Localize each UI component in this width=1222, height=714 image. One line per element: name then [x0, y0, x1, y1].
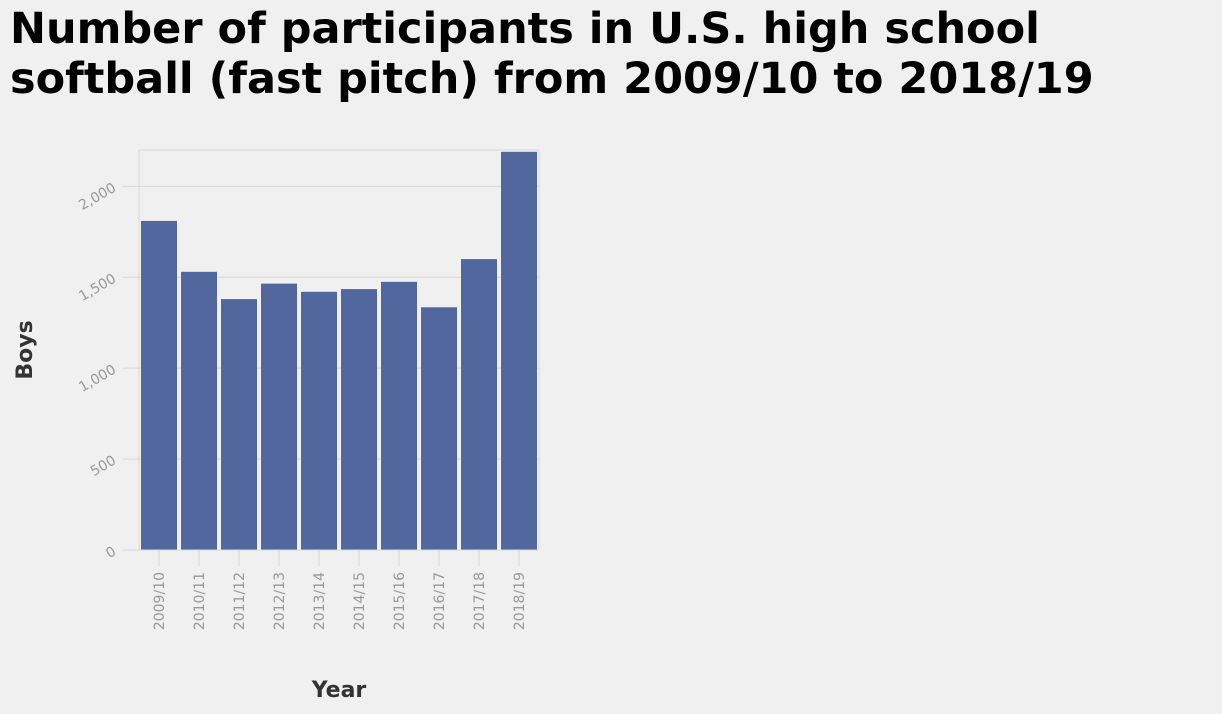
x-tick-label: 2013/14 [312, 572, 328, 630]
x-tick-label: 2016/17 [432, 572, 448, 630]
bar [261, 283, 297, 550]
y-tick-label: 2,000 [76, 180, 119, 214]
x-tick-label: 2014/15 [352, 572, 368, 630]
chart-title: Number of participants in U.S. high scho… [10, 4, 1094, 104]
y-tick-label: 1,500 [76, 271, 119, 305]
bar [461, 259, 497, 550]
bar [221, 299, 257, 550]
bar [501, 151, 537, 550]
y-axis-label: Boys [13, 320, 38, 379]
x-tick-label: 2012/13 [272, 572, 288, 630]
bars [141, 151, 537, 550]
y-tick-label: 0 [103, 544, 119, 562]
x-tick-label: 2010/11 [192, 572, 208, 630]
x-tick-label: 2015/16 [392, 572, 408, 630]
x-axis-label: Year [311, 678, 367, 703]
bar [421, 307, 457, 550]
bar [301, 291, 337, 550]
y-tick-label: 1,000 [76, 362, 119, 396]
bar [341, 289, 377, 550]
bar [181, 271, 217, 550]
x-tick-label: 2018/19 [512, 572, 528, 630]
bar [141, 220, 177, 550]
bar [381, 281, 417, 550]
x-tick-label: 2009/10 [152, 572, 168, 630]
x-tick-label: 2017/18 [472, 572, 488, 630]
x-tick-label: 2011/12 [232, 572, 248, 630]
y-tick-label: 500 [88, 453, 119, 480]
